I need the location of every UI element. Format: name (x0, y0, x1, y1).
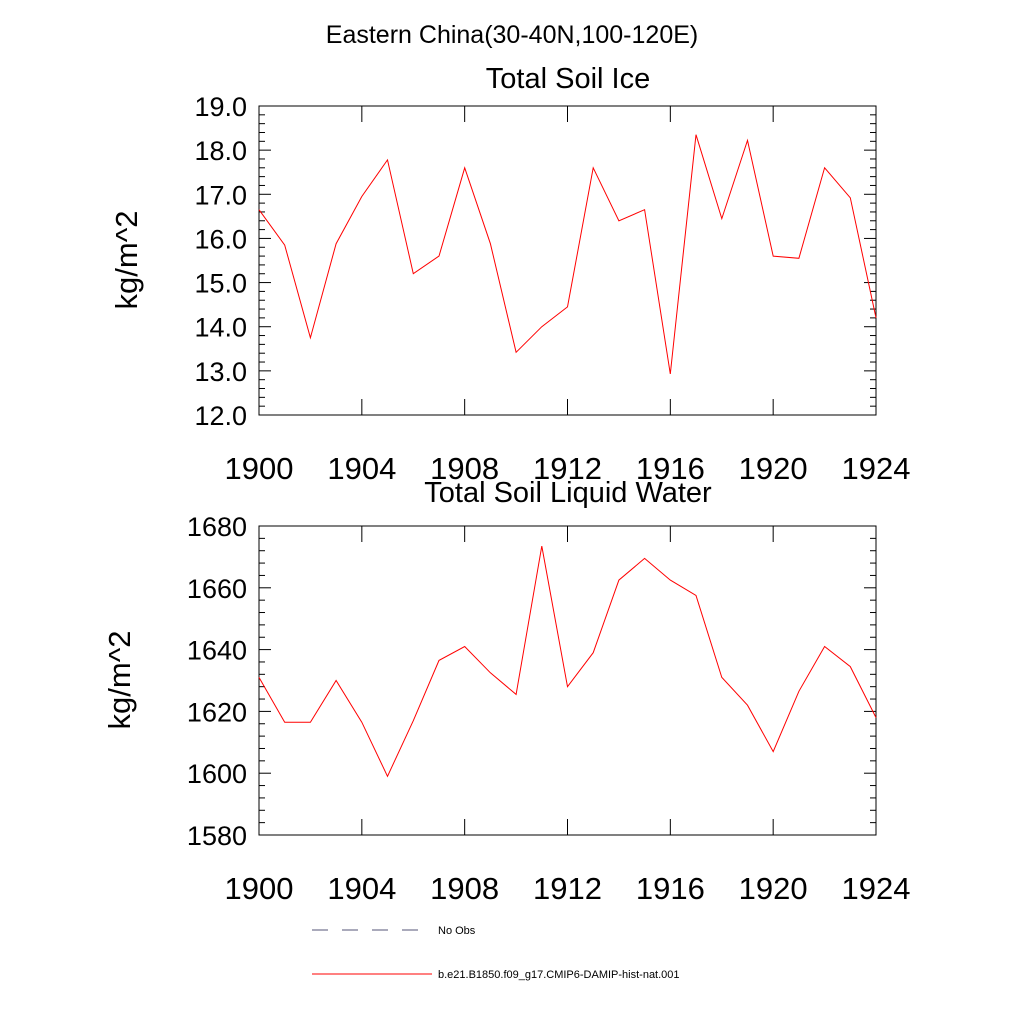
y-tick-label: 1680 (187, 512, 247, 542)
panel-title: Total Soil Ice (486, 63, 650, 95)
figure-title: Eastern China(30-40N,100-120E) (326, 21, 698, 49)
y-tick-label: 12.0 (194, 401, 247, 431)
x-tick-label: 1900 (225, 451, 294, 486)
x-tick-label: 1912 (533, 871, 602, 906)
plot-frame (258, 105, 877, 416)
x-tick-label: 1916 (636, 871, 705, 906)
y-tick-label: 1660 (187, 574, 247, 604)
y-axis-label: kg/m^2 (109, 211, 144, 310)
y-tick-label: 15.0 (194, 269, 247, 299)
x-tick-label: 1912 (533, 451, 602, 486)
x-tick-label: 1908 (430, 871, 499, 906)
panel-total-soil-liquid-water: Total Soil Liquid Water kg/m^2 1900 1904 1… (102, 477, 910, 906)
y-tick-label: 13.0 (194, 357, 247, 387)
y-tick-label: 14.0 (194, 313, 247, 343)
x-tick-label: 1924 (842, 871, 911, 906)
series-line (258, 134, 877, 374)
y-axis-label: kg/m^2 (102, 631, 137, 730)
panel-total-soil-ice: Total Soil Ice kg/m^2 1900 1904 1908 1912 19… (109, 63, 910, 486)
y-tick-label: 1640 (187, 636, 247, 666)
plot-frame (258, 525, 877, 836)
legend: No Obs b.e21.B1850.f09_g17.CMIP6-DAMIP-h… (312, 925, 680, 981)
x-tick-label: 1920 (739, 451, 808, 486)
x-tick-label: 1924 (842, 451, 911, 486)
y-tick-label: 18.0 (194, 136, 247, 166)
x-tick-label: 1904 (327, 871, 396, 906)
x-tick-label: 1904 (327, 451, 396, 486)
y-tick-label: 16.0 (194, 224, 247, 254)
x-tick-label: 1916 (636, 451, 705, 486)
y-tick-label: 17.0 (194, 180, 247, 210)
x-tick-label: 1920 (739, 871, 808, 906)
legend-label-no-obs: No Obs (438, 925, 476, 937)
panel-title: Total Soil Liquid Water (424, 477, 712, 509)
y-tick-label: 19.0 (194, 92, 247, 122)
legend-label-hist-nat: b.e21.B1850.f09_g17.CMIP6-DAMIP-hist-nat… (438, 969, 680, 981)
y-tick-label: 1620 (187, 697, 247, 727)
x-tick-label: 1908 (430, 451, 499, 486)
y-tick-label: 1580 (187, 821, 247, 851)
series-line (258, 546, 877, 778)
y-tick-label: 1600 (187, 759, 247, 789)
x-tick-label: 1900 (225, 871, 294, 906)
